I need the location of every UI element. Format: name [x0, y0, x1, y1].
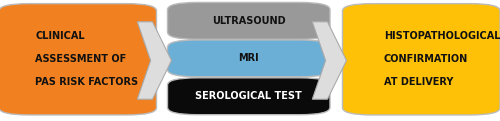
FancyBboxPatch shape — [0, 4, 156, 115]
FancyBboxPatch shape — [168, 40, 330, 77]
FancyBboxPatch shape — [168, 2, 330, 39]
Text: HISTOPATHOLOGICAL

CONFIRMATION

AT DELIVERY: HISTOPATHOLOGICAL CONFIRMATION AT DELIVE… — [384, 31, 500, 87]
Text: ULTRASOUND: ULTRASOUND — [212, 16, 286, 26]
FancyBboxPatch shape — [342, 4, 500, 115]
Text: MRI: MRI — [238, 53, 259, 63]
Text: SEROLOGICAL TEST: SEROLOGICAL TEST — [196, 91, 302, 101]
Text: CLINICAL

ASSESSMENT OF

PAS RISK FACTORS: CLINICAL ASSESSMENT OF PAS RISK FACTORS — [35, 31, 138, 87]
Polygon shape — [312, 22, 346, 99]
Polygon shape — [138, 22, 172, 99]
FancyBboxPatch shape — [168, 78, 330, 115]
